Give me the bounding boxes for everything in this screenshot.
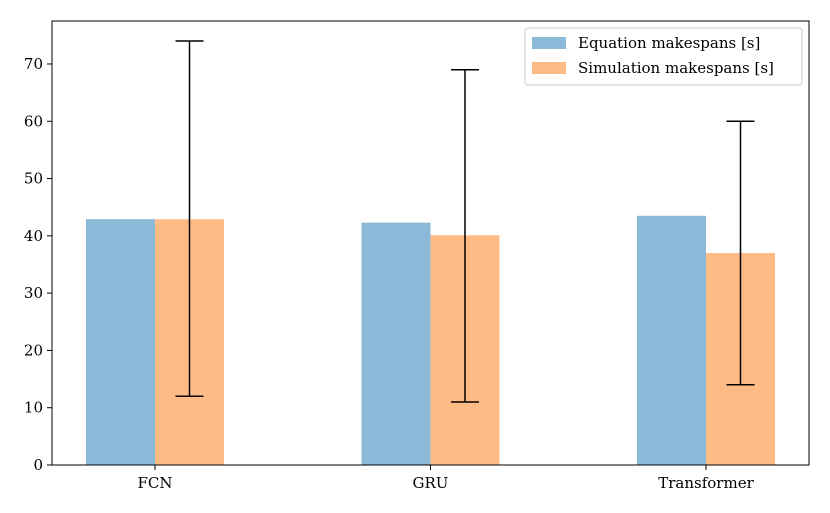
legend-label: Simulation makespans [s] [578,59,774,77]
legend-swatch [532,62,566,74]
y-tick-label: 50 [24,170,43,188]
legend-label: Equation makespans [s] [578,34,760,52]
bar-equation-transformer [637,215,706,465]
error-bar-fcn [175,40,204,398]
y-tick-label: 40 [24,227,43,245]
bar-equation-fcn [86,219,155,465]
x-tick-label: Transformer [658,474,754,492]
x-tick-label: FCN [137,474,172,492]
bar-equation-gru [361,222,431,465]
y-tick-label: 60 [24,112,43,130]
y-tick-label: 0 [33,456,43,474]
y-tick-label: 20 [24,341,43,359]
error-bar-transformer [726,120,755,386]
error-bar-gru [451,68,479,403]
error-bars-group [175,40,755,403]
y-tick-label: 30 [24,284,43,302]
legend-swatch [532,37,566,49]
y-tick-label: 10 [24,399,43,417]
x-tick-label: GRU [413,474,449,492]
y-tick-label: 70 [24,55,43,73]
legend: Equation makespans [s] Simulation makespa… [524,27,803,86]
legend-box [524,27,803,86]
x-axis: FCN GRU Transformer [137,465,755,492]
y-axis: 0 10 20 30 40 50 60 70 [24,55,52,474]
